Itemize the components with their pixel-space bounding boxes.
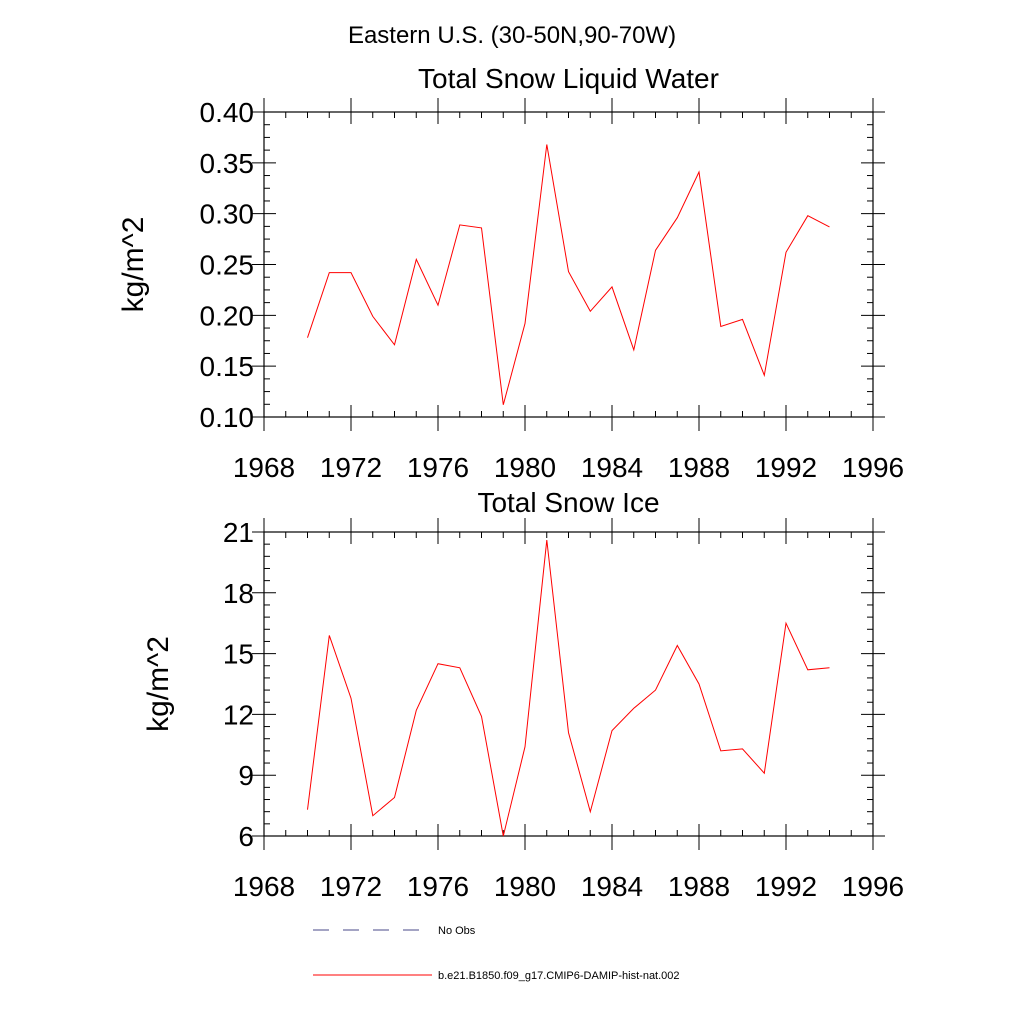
- y-axis-label: kg/m^2: [117, 217, 150, 313]
- y-tick-label: 21: [223, 517, 254, 548]
- y-tick-label: 0.20: [200, 300, 255, 331]
- y-tick-label: 9: [238, 760, 254, 791]
- x-tick-label: 1980: [494, 871, 556, 902]
- x-tick-label: 1972: [320, 871, 382, 902]
- x-tick-label: 1976: [407, 871, 469, 902]
- plot-frame: [263, 531, 874, 837]
- y-tick-label: 12: [223, 699, 254, 730]
- x-tick-label: 1988: [668, 871, 730, 902]
- y-axis-label: kg/m^2: [142, 636, 175, 732]
- chart-panel-snow-liquid-water: Total Snow Liquid Water 1968 1972 1976 1980 1…: [117, 63, 904, 483]
- legend: No Obs b.e21.B1850.f09_g17.CMIP6-DAMIP-h…: [313, 925, 680, 982]
- chart-title: Total Snow Ice: [477, 487, 659, 518]
- x-tick-label: 1972: [320, 452, 382, 483]
- x-tick-label: 1968: [233, 452, 295, 483]
- legend-label-no-obs: No Obs: [438, 925, 476, 937]
- x-tick-label: 1988: [668, 452, 730, 483]
- y-tick-label: 0.35: [200, 148, 255, 179]
- x-tick-label: 1996: [842, 452, 904, 483]
- x-tick-label: 1992: [755, 452, 817, 483]
- chart-title: Total Snow Liquid Water: [418, 63, 719, 94]
- x-tick-label: 1984: [581, 452, 643, 483]
- series-line: [307, 540, 830, 837]
- x-tick-label: 1996: [842, 871, 904, 902]
- figure-suptitle: Eastern U.S. (30-50N,90-70W): [348, 22, 676, 49]
- x-tick-label: 1984: [581, 871, 643, 902]
- y-tick-label: 18: [223, 578, 254, 609]
- x-tick-label: 1980: [494, 452, 556, 483]
- x-tick-label: 1992: [755, 871, 817, 902]
- y-tick-label: 0.30: [200, 199, 255, 230]
- y-tick-label: 0.10: [200, 402, 255, 433]
- y-tick-label: 0.15: [200, 351, 255, 382]
- series-line: [307, 144, 830, 405]
- legend-label-hist-nat: b.e21.B1850.f09_g17.CMIP6-DAMIP-hist-nat…: [438, 970, 680, 982]
- y-tick-label: 0.40: [200, 97, 255, 128]
- y-tick-label: 15: [223, 639, 254, 670]
- x-tick-label: 1976: [407, 452, 469, 483]
- x-tick-label: 1968: [233, 871, 295, 902]
- chart-panel-snow-ice: Total Snow Ice 1968 1972 1976 1980 1984 1988 19…: [142, 487, 904, 902]
- plot-frame: [263, 111, 874, 418]
- y-tick-label: 6: [238, 821, 254, 852]
- y-tick-label: 0.25: [200, 250, 255, 281]
